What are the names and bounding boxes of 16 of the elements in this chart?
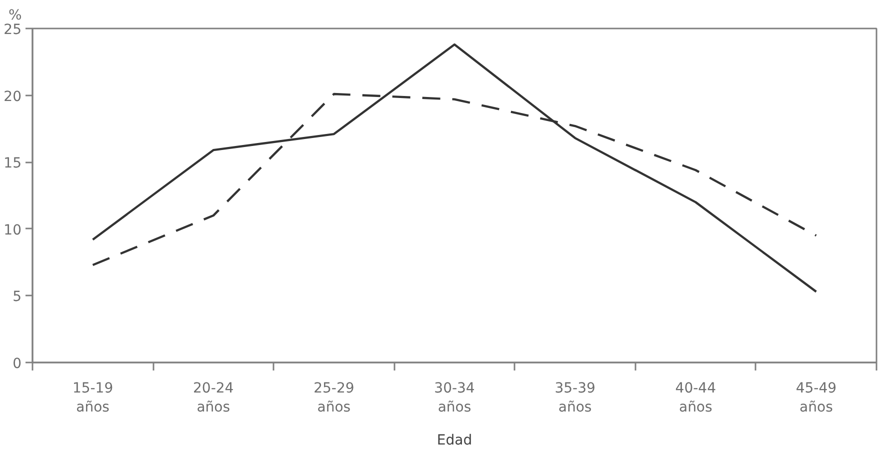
x-tick-label: 20-24 años	[193, 380, 234, 416]
x-axis-title: Edad	[436, 432, 472, 449]
x-tick-label: 45-49 años	[796, 380, 837, 416]
y-axis-title: %	[8, 8, 22, 24]
x-tick-label: 15-19 años	[72, 380, 114, 416]
y-tick-label: 10	[4, 222, 22, 238]
y-tick-label: 5	[12, 289, 22, 306]
x-tick-label: 35-39 años	[554, 380, 596, 416]
y-tick-label: 25	[4, 22, 22, 38]
y-tick-label: 15	[4, 156, 22, 172]
line-series	[92, 43, 818, 293]
x-tick-label: 40-44 años	[675, 380, 716, 416]
x-tick-label: 25-29 años	[314, 380, 354, 416]
y-tick-label: 20	[4, 88, 22, 105]
y-tick-label: 0	[12, 356, 22, 372]
x-tick-label: 30-34 años	[434, 380, 475, 416]
